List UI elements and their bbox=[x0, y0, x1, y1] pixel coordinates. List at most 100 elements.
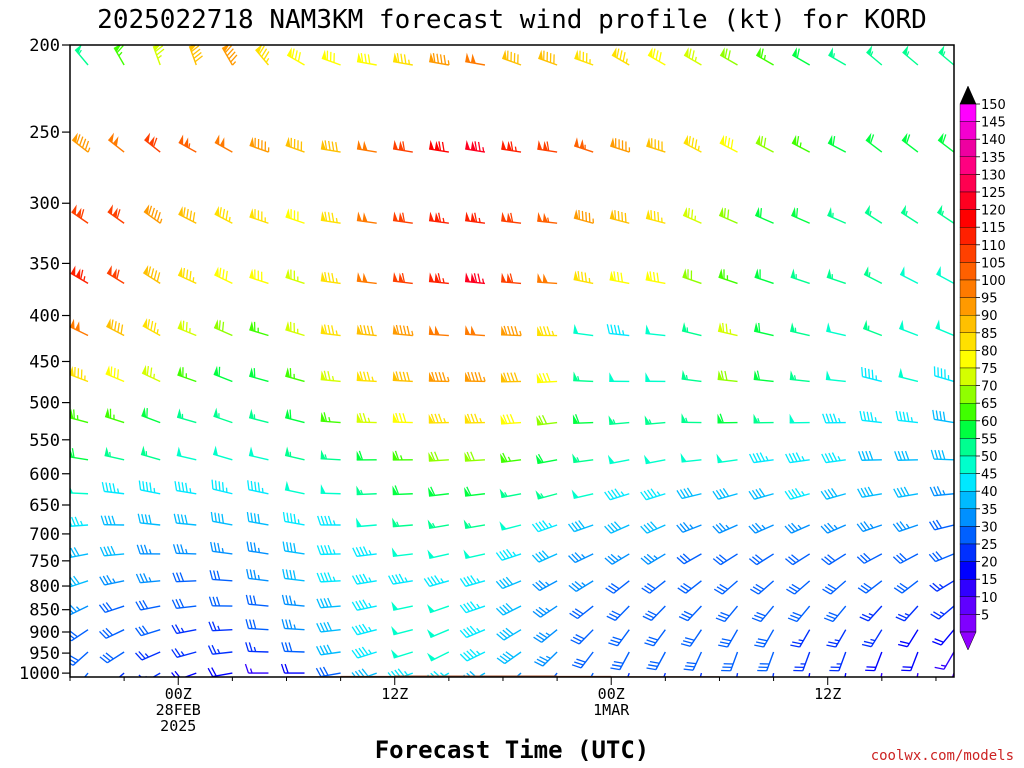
colorbar-bottom-arrow bbox=[959, 631, 977, 651]
wind-barb bbox=[610, 137, 631, 153]
wind-barb bbox=[892, 521, 919, 533]
wind-barb bbox=[174, 481, 197, 495]
wind-barb bbox=[934, 651, 954, 670]
wind-barb bbox=[719, 134, 738, 153]
wind-barb bbox=[928, 519, 954, 531]
colorbar-tick-label: 95 bbox=[981, 292, 998, 307]
wind-barb bbox=[356, 485, 377, 496]
wind-barb bbox=[249, 367, 269, 383]
wind-barb bbox=[141, 407, 161, 424]
colorbar-segment bbox=[959, 315, 977, 334]
wind-barb bbox=[1010, 673, 1024, 692]
wind-barb bbox=[499, 488, 522, 499]
wind-barb bbox=[320, 211, 341, 224]
wind-barb bbox=[572, 453, 594, 464]
wind-barb bbox=[135, 625, 161, 637]
wind-barb bbox=[210, 511, 233, 526]
wind-barb bbox=[951, 672, 954, 677]
wind-barb bbox=[249, 136, 270, 153]
wind-barb bbox=[789, 370, 810, 383]
wind-barb bbox=[644, 415, 666, 426]
colorbar-segment bbox=[959, 420, 977, 439]
wind-barb bbox=[459, 601, 486, 614]
wind-barb bbox=[748, 452, 774, 464]
wind-barb bbox=[865, 132, 883, 153]
wind-barb bbox=[135, 599, 161, 611]
wind-barb bbox=[902, 45, 919, 66]
wind-barb bbox=[426, 651, 450, 662]
wind-barb bbox=[676, 521, 702, 533]
y-tick-label: 250 bbox=[29, 123, 60, 143]
wind-barb bbox=[1001, 553, 1024, 562]
wind-barb bbox=[282, 511, 305, 526]
wind-barb bbox=[286, 47, 305, 66]
colorbar-segment bbox=[959, 262, 977, 281]
wind-barb bbox=[715, 605, 739, 623]
wind-barb bbox=[533, 629, 558, 643]
wind-barb bbox=[719, 47, 738, 66]
wind-barb bbox=[857, 580, 883, 594]
wind-barb bbox=[178, 134, 197, 153]
wind-barb bbox=[284, 480, 305, 495]
wind-barb bbox=[537, 273, 558, 285]
wind-barb bbox=[105, 365, 125, 383]
wind-barb bbox=[246, 568, 269, 582]
wind-barb bbox=[255, 45, 270, 66]
wind-barb bbox=[188, 45, 203, 66]
wind-barb bbox=[388, 573, 413, 585]
wind-barb bbox=[99, 651, 125, 664]
x-axis-label: Forecast Time (UTC) bbox=[375, 736, 650, 764]
wind-barb bbox=[785, 553, 811, 566]
colorbar-tick-label: 15 bbox=[981, 573, 998, 588]
wind-barb bbox=[1007, 366, 1024, 381]
wind-barb bbox=[604, 488, 630, 501]
wind-barb bbox=[791, 207, 810, 224]
x-tick-label: 12Z bbox=[381, 685, 408, 703]
wind-barb bbox=[790, 629, 811, 648]
wind-barb bbox=[971, 652, 990, 669]
wind-barb bbox=[856, 552, 883, 564]
wind-barb bbox=[936, 265, 954, 285]
wind-barb bbox=[245, 619, 269, 631]
wind-barb bbox=[829, 651, 847, 672]
wind-barb bbox=[609, 270, 630, 285]
wind-barb bbox=[825, 370, 846, 383]
colorbar-tick-label: 75 bbox=[981, 362, 998, 377]
wind-barb bbox=[356, 139, 377, 153]
colorbar-segment bbox=[959, 138, 977, 157]
wind-barb bbox=[428, 140, 449, 153]
x-tick-label: 1MAR bbox=[593, 701, 630, 719]
colorbar-segment bbox=[959, 244, 977, 263]
wind-barb bbox=[392, 211, 413, 224]
wind-barb bbox=[427, 486, 449, 497]
wind-barb bbox=[640, 488, 666, 501]
wind-barb bbox=[645, 372, 666, 383]
wind-barb bbox=[351, 646, 377, 659]
wind-barb bbox=[214, 266, 233, 285]
wind-barb bbox=[683, 651, 703, 671]
wind-barb bbox=[459, 575, 486, 587]
wind-barb bbox=[1004, 630, 1024, 645]
wind-barb bbox=[500, 414, 522, 425]
wind-barb bbox=[1010, 133, 1024, 152]
wind-barb bbox=[352, 546, 377, 558]
y-tick-label: 500 bbox=[29, 394, 60, 414]
wind-barb bbox=[213, 365, 233, 383]
wind-barb bbox=[647, 47, 666, 66]
wind-barb bbox=[144, 132, 161, 153]
wind-barb bbox=[680, 629, 703, 647]
wind-barb bbox=[246, 511, 269, 526]
wind-barb bbox=[104, 407, 125, 424]
wind-barb bbox=[571, 651, 594, 669]
wind-barb bbox=[320, 139, 341, 153]
wind-barb bbox=[717, 413, 738, 424]
wind-barb bbox=[107, 204, 125, 224]
wind-barb bbox=[790, 268, 810, 285]
wind-barb bbox=[428, 451, 449, 462]
wind-barb bbox=[604, 553, 630, 565]
wind-barb bbox=[1011, 45, 1024, 65]
wind-barb bbox=[567, 520, 594, 533]
wind-barb bbox=[1008, 319, 1024, 335]
wind-barb bbox=[930, 449, 954, 461]
wind-barb bbox=[177, 266, 197, 285]
